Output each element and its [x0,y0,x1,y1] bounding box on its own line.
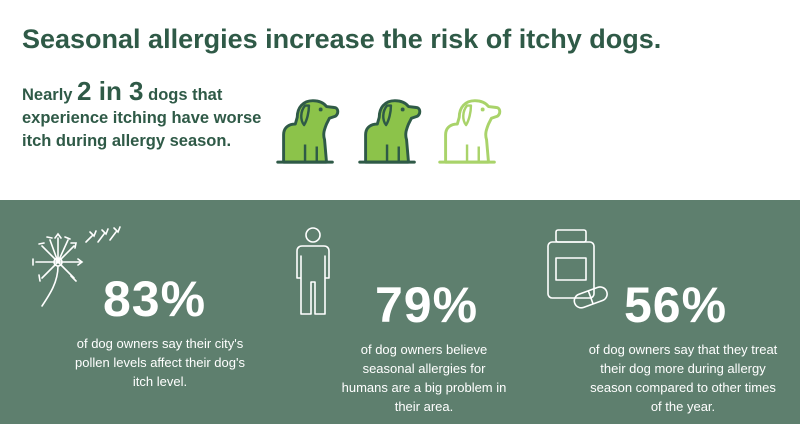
dog-filled-icon [268,88,346,166]
lead-text: Nearly 2 in 3 dogs that experience itchi… [22,78,272,153]
dog-outline-icon [430,88,508,166]
dandelion-icon [28,220,124,310]
lead-prefix: Nearly [22,86,78,104]
stat-value: 79% [375,277,479,333]
dog-filled-icon [350,88,428,166]
lead-highlight: 2 in 3 [77,76,144,106]
lead-suffix: dogs that experience itching have worse … [22,86,262,150]
stat-value: 83% [103,271,207,327]
stat-description: of dog owners say that they treat their … [588,342,778,414]
medicine-bottle-icon [544,228,610,312]
stat-value: 56% [624,277,728,333]
stat-description: of dog owners say their city's pollen le… [75,336,245,389]
person-icon [294,226,332,318]
page-title: Seasonal allergies increase the risk of … [22,24,662,54]
stats-panel: 83% of dog owners say their city's polle… [0,200,800,424]
stat-description: of dog owners believe seasonal allergies… [341,342,507,414]
header-section: Seasonal allergies increase the risk of … [0,0,800,200]
